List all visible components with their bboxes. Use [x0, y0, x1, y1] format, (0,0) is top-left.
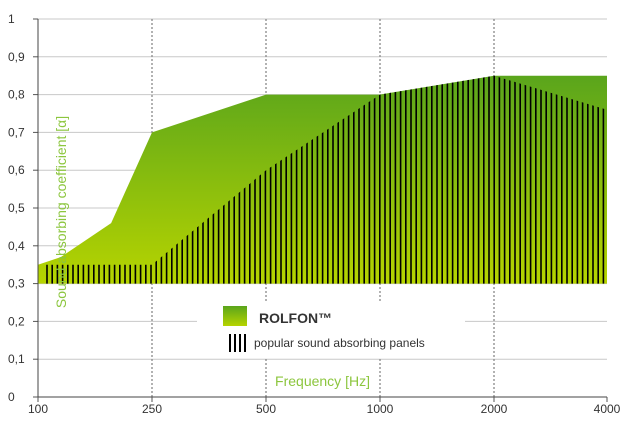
y-tick-label: 0,4 — [8, 239, 25, 253]
y-tick-label: 0,6 — [8, 163, 25, 177]
legend: ROLFON™ popular sound absorbing panels — [197, 301, 465, 357]
y-tick-label: 0,3 — [8, 277, 25, 291]
axes — [33, 18, 608, 402]
x-axis-title: Frequency [Hz] — [275, 373, 370, 389]
y-tick-label: 0,1 — [8, 352, 25, 366]
y-tick-label: 0,8 — [8, 88, 25, 102]
x-tick-label: 1000 — [367, 402, 394, 416]
y-tick-label: 1 — [8, 12, 15, 26]
y-axis-title: Sound absorbing coefficient [α] — [53, 116, 69, 308]
x-tick-label: 500 — [256, 402, 276, 416]
x-tick-label: 100 — [28, 402, 48, 416]
y-tick-label: 0,9 — [8, 50, 25, 64]
x-tick-label: 4000 — [594, 402, 621, 416]
legend-swatch-rolfon — [223, 306, 247, 326]
y-tick-label: 0,5 — [8, 201, 25, 215]
legend-label-rolfon: ROLFON™ — [259, 310, 332, 326]
y-tick-label: 0,2 — [8, 314, 25, 328]
series-layer — [38, 75, 607, 284]
legend-label-popular-panels: popular sound absorbing panels — [254, 336, 425, 350]
labels: 0 0,1 0,2 0,3 0,4 0,5 0,6 0,7 0,8 0,9 1 100 250 500 10… — [8, 12, 621, 416]
y-tick-label: 0,7 — [8, 125, 25, 139]
x-tick-label: 250 — [142, 402, 162, 416]
y-tick-label: 0 — [8, 390, 15, 404]
x-tick-label: 2000 — [481, 402, 508, 416]
